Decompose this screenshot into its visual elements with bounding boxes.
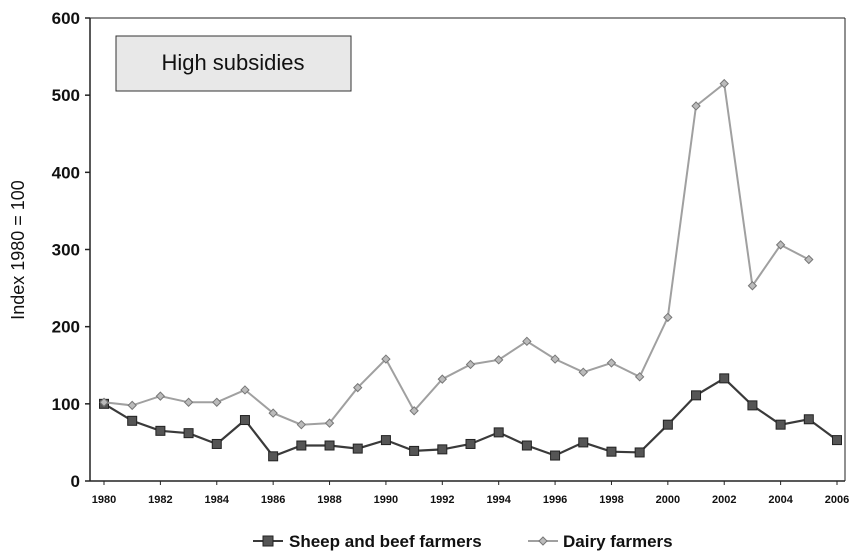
series-layer (99, 78, 842, 462)
legend-swatch-marker-dairy (538, 536, 548, 546)
legend-item-sheep-beef: Sheep and beef farmers (253, 532, 482, 551)
x-tick-label: 2004 (768, 494, 793, 506)
data-point (775, 419, 786, 430)
data-point (268, 408, 278, 418)
legend-swatch-marker-sheep-beef (262, 535, 274, 547)
x-tick-label: 1980 (92, 494, 116, 506)
data-point (691, 101, 701, 111)
y-tick-label: 400 (52, 163, 80, 182)
data-point (99, 397, 109, 407)
data-point (296, 419, 307, 430)
data-point (634, 372, 645, 382)
y-tick-label: 100 (52, 395, 80, 414)
data-point (465, 359, 476, 370)
data-point (521, 440, 532, 451)
data-point (662, 419, 673, 430)
data-point (691, 390, 702, 401)
data-point (493, 427, 504, 438)
annotation-box: High subsidies (115, 35, 352, 92)
x-tick-label: 1996 (543, 494, 567, 506)
data-point (522, 336, 532, 347)
data-point (437, 444, 448, 455)
x-tick-label: 1994 (486, 494, 511, 506)
x-tick-label: 1986 (261, 494, 285, 506)
data-point (747, 281, 758, 291)
series-line (103, 81, 810, 426)
data-point (296, 440, 307, 451)
data-point (324, 418, 335, 428)
x-tick-label: 2006 (825, 494, 849, 506)
data-point (239, 415, 250, 426)
data-point (212, 397, 222, 407)
x-tick-label: 2000 (656, 494, 680, 506)
x-tick-label: 1998 (599, 494, 623, 506)
data-point (775, 240, 786, 250)
x-tick-labels: 1980 1982 1984 1986 1988 1990 1992 1994 1996 1998… (92, 481, 849, 506)
data-point (606, 358, 617, 368)
data-point (353, 382, 363, 393)
data-point (634, 447, 645, 458)
legend: Sheep and beef farmers Dairy farmers (253, 532, 673, 551)
data-point (719, 373, 730, 384)
data-point (465, 438, 476, 449)
x-tick-label: 2002 (712, 494, 736, 506)
series-sheep-beef (99, 373, 842, 462)
y-tick-label: 500 (52, 86, 80, 105)
data-point (493, 355, 504, 365)
data-point (832, 435, 842, 446)
data-point (211, 438, 222, 449)
data-point (183, 397, 194, 407)
data-point (240, 385, 250, 395)
x-tick-label: 1988 (317, 494, 341, 506)
data-point (437, 374, 448, 384)
data-point (155, 391, 166, 401)
data-point (352, 443, 363, 454)
y-axis-label: Index 1980 = 100 (8, 180, 28, 320)
legend-label-dairy: Dairy farmers (563, 532, 673, 551)
data-point (578, 437, 589, 448)
series-dairy (99, 78, 814, 430)
x-tick-label: 1984 (205, 494, 230, 506)
data-point (719, 78, 729, 89)
data-point (606, 446, 617, 457)
y-tick-labels: 0 100 200 300 400 500 600 (52, 9, 90, 491)
data-point (663, 312, 673, 323)
x-tick-label: 1982 (148, 494, 172, 506)
data-point (127, 415, 138, 426)
data-point (324, 440, 335, 451)
y-tick-label: 300 (52, 241, 80, 260)
annotation-background (115, 35, 352, 92)
x-tick-label: 1990 (374, 494, 398, 506)
annotation-text: High subsidies (161, 50, 304, 75)
legend-label-sheep-beef: Sheep and beef farmers (289, 532, 482, 551)
x-tick-label: 1992 (430, 494, 454, 506)
data-point (550, 450, 561, 461)
data-point (127, 400, 137, 411)
data-point (747, 400, 758, 411)
data-point (550, 354, 560, 364)
y-tick-label: 200 (52, 318, 80, 337)
data-point (409, 406, 419, 416)
data-point (578, 367, 588, 377)
y-tick-label: 600 (52, 9, 80, 28)
data-point (804, 254, 814, 265)
data-point (268, 451, 279, 462)
data-point (409, 445, 420, 456)
data-point (155, 425, 166, 436)
data-point (381, 354, 391, 364)
data-point (803, 414, 814, 425)
y-tick-label: 0 (71, 472, 80, 491)
data-point (380, 435, 391, 446)
legend-item-dairy: Dairy farmers (528, 532, 673, 551)
data-point (183, 428, 194, 439)
